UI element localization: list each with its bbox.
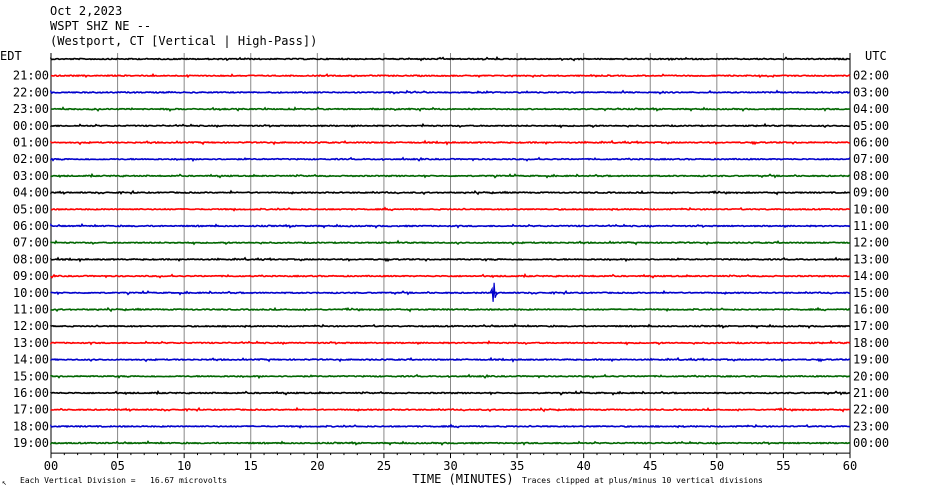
x-tick-label: 45 bbox=[643, 459, 657, 473]
trace-line bbox=[50, 406, 851, 413]
trace-line bbox=[50, 289, 851, 296]
left-time-label: 08:00 bbox=[13, 252, 49, 266]
right-time-label: 21:00 bbox=[853, 386, 889, 400]
left-time-label: 04:00 bbox=[13, 186, 49, 200]
left-time-label: 09:00 bbox=[13, 269, 49, 283]
right-time-label: 19:00 bbox=[853, 353, 889, 367]
event-spike bbox=[489, 282, 498, 302]
x-tick-label: 40 bbox=[576, 459, 590, 473]
trace-line bbox=[50, 206, 850, 212]
trace-line bbox=[50, 323, 851, 329]
trace-line bbox=[50, 339, 851, 346]
left-time-label: 15:00 bbox=[13, 369, 49, 383]
right-time-label: 00:00 bbox=[853, 436, 889, 450]
right-timezone-label: UTC bbox=[865, 49, 887, 63]
left-time-label: 11:00 bbox=[13, 303, 49, 317]
right-time-label: 02:00 bbox=[853, 69, 889, 83]
right-time-label: 10:00 bbox=[853, 202, 889, 216]
right-time-label: 17:00 bbox=[853, 319, 889, 333]
left-time-label: 02:00 bbox=[13, 152, 49, 166]
x-tick-label: 30 bbox=[443, 459, 457, 473]
trace-line bbox=[51, 72, 851, 79]
trace-line bbox=[50, 156, 851, 162]
right-time-label: 23:00 bbox=[853, 419, 889, 433]
right-time-label: 05:00 bbox=[853, 119, 889, 133]
x-tick-label: 60 bbox=[843, 459, 857, 473]
right-time-label: 03:00 bbox=[853, 85, 889, 99]
trace-line bbox=[50, 423, 851, 429]
right-time-label: 22:00 bbox=[853, 403, 889, 417]
right-time-label: 15:00 bbox=[853, 286, 889, 300]
right-time-label: 13:00 bbox=[853, 252, 889, 266]
x-tick-label: 50 bbox=[710, 459, 724, 473]
trace-line bbox=[50, 356, 851, 363]
left-time-label: 10:00 bbox=[13, 286, 49, 300]
right-time-label: 20:00 bbox=[853, 369, 889, 383]
left-time-label: 22:00 bbox=[13, 85, 49, 99]
header-location: (Westport, CT [Vertical | High-Pass]) bbox=[50, 34, 318, 48]
right-time-label: 09:00 bbox=[853, 186, 889, 200]
right-time-label: 08:00 bbox=[853, 169, 889, 183]
trace-line bbox=[50, 223, 851, 229]
left-time-label: 12:00 bbox=[13, 319, 49, 333]
trace-line bbox=[50, 306, 851, 313]
left-time-label: 18:00 bbox=[13, 419, 49, 433]
left-time-label: 00:00 bbox=[13, 119, 49, 133]
trace-line bbox=[50, 172, 851, 179]
x-tick-label: 25 bbox=[377, 459, 391, 473]
x-tick-label: 20 bbox=[310, 459, 324, 473]
x-tick-label: 05 bbox=[110, 459, 124, 473]
right-time-label: 12:00 bbox=[853, 236, 889, 250]
trace-line bbox=[50, 389, 851, 396]
x-tick-label: 10 bbox=[177, 459, 191, 473]
trace-line bbox=[50, 56, 851, 62]
header-station: WSPT SHZ NE -- bbox=[50, 19, 152, 33]
right-time-label: 06:00 bbox=[853, 136, 889, 150]
x-tick-label: 55 bbox=[776, 459, 790, 473]
left-timezone-label: EDT bbox=[0, 49, 22, 63]
right-time-label: 16:00 bbox=[853, 303, 889, 317]
header-date: Oct 2,2023 bbox=[50, 4, 123, 18]
left-time-label: 13:00 bbox=[13, 336, 49, 350]
trace-line bbox=[50, 122, 851, 129]
trace-line bbox=[50, 273, 850, 279]
right-time-label: 04:00 bbox=[853, 102, 889, 116]
left-time-label: 23:00 bbox=[13, 102, 49, 116]
trace-line bbox=[50, 239, 851, 246]
left-time-label: 21:00 bbox=[13, 69, 49, 83]
x-tick-label: 15 bbox=[244, 459, 258, 473]
trace-line bbox=[50, 189, 851, 196]
left-time-label: 19:00 bbox=[13, 436, 49, 450]
trace-line bbox=[50, 256, 851, 263]
trace-line bbox=[50, 89, 851, 95]
trace-line bbox=[50, 440, 851, 446]
trace-line bbox=[50, 106, 850, 112]
scale-note: Each Vertical Division = 16.67 microvolt… bbox=[20, 476, 228, 485]
left-time-label: 16:00 bbox=[13, 386, 49, 400]
left-time-label: 01:00 bbox=[13, 136, 49, 150]
left-time-label: 05:00 bbox=[13, 202, 49, 216]
right-time-label: 11:00 bbox=[853, 219, 889, 233]
x-axis-label: TIME (MINUTES) bbox=[412, 472, 513, 486]
left-time-label: 14:00 bbox=[13, 353, 49, 367]
trace-line bbox=[50, 373, 851, 380]
right-time-label: 18:00 bbox=[853, 336, 889, 350]
x-tick-label: 00 bbox=[44, 459, 58, 473]
trace-line bbox=[50, 139, 851, 146]
left-time-label: 06:00 bbox=[13, 219, 49, 233]
right-time-label: 07:00 bbox=[853, 152, 889, 166]
corner-mark: ↖ bbox=[2, 478, 7, 487]
right-time-label: 14:00 bbox=[853, 269, 889, 283]
x-tick-label: 35 bbox=[510, 459, 524, 473]
left-time-label: 03:00 bbox=[13, 169, 49, 183]
left-time-label: 07:00 bbox=[13, 236, 49, 250]
clip-note: Traces clipped at plus/minus 10 vertical… bbox=[522, 476, 763, 485]
left-time-label: 17:00 bbox=[13, 403, 49, 417]
